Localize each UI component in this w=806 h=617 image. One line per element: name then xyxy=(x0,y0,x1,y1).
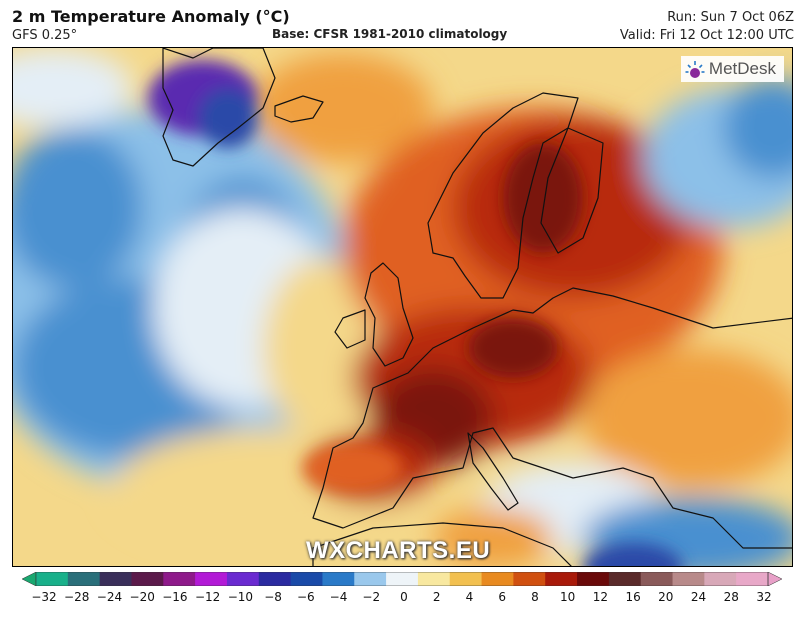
colorbar-tick-label: 8 xyxy=(531,590,539,604)
anomaly-blob xyxy=(433,508,553,566)
colorbar-segment xyxy=(704,572,737,586)
colorbar-segment xyxy=(195,572,228,586)
colorbar-tick-label: −8 xyxy=(264,590,282,604)
colorbar-outline xyxy=(35,572,769,586)
run-time: Run: Sun 7 Oct 06Z xyxy=(667,10,794,25)
colorbar-tick-label: 10 xyxy=(559,590,576,604)
colorbar-tick-label: −12 xyxy=(194,590,221,604)
colorbar-segment xyxy=(736,572,769,586)
colorbar-tick-label: 6 xyxy=(498,590,506,604)
colorbar-min-arrow xyxy=(22,572,37,586)
coastline xyxy=(274,95,324,123)
wxcharts-watermark: WXCHARTS.EU xyxy=(306,537,491,564)
colorbar-segment xyxy=(258,572,292,586)
colorbar-tick-label: 0 xyxy=(400,590,408,604)
colorbar-tick-label: 32 xyxy=(756,590,772,604)
anomaly-blob xyxy=(303,443,403,493)
coastline xyxy=(162,48,276,167)
colorbar-segment xyxy=(640,572,674,586)
metdesk-logo: MetDesk xyxy=(680,56,784,82)
colorbar-tick-label: −20 xyxy=(129,590,155,604)
model-label: GFS 0.25° xyxy=(12,28,78,43)
colorbar-tick-label: −4 xyxy=(329,590,348,604)
colorbar-segment xyxy=(354,572,387,586)
colorbar-segment xyxy=(131,572,164,586)
anomaly-blob xyxy=(198,88,258,148)
anomaly-blob xyxy=(13,128,143,288)
coastline xyxy=(334,309,366,349)
valid-time: Valid: Fri 12 Oct 12:00 UTC xyxy=(619,28,794,43)
anomaly-blob xyxy=(583,348,792,488)
colorbar-segment xyxy=(481,572,514,586)
coastline xyxy=(540,127,604,254)
coastline xyxy=(467,432,519,511)
colorbar-segment xyxy=(67,572,101,586)
anomaly-blob xyxy=(723,78,792,178)
colorbar-tick-label: −16 xyxy=(162,590,188,604)
colorbar-tick-label: 16 xyxy=(625,590,641,604)
colorbar-tick-label: 2 xyxy=(432,590,441,604)
colorbar-tick-label: −28 xyxy=(64,590,90,604)
colorbar-tick-label: 24 xyxy=(690,590,707,604)
colorbar-segment xyxy=(163,572,196,586)
anomaly-blob xyxy=(583,543,683,566)
map-canvas xyxy=(13,48,792,566)
anomaly-blob xyxy=(263,258,383,438)
colorbar-tick-label: −2 xyxy=(362,590,381,604)
colorbar-segment xyxy=(417,572,451,586)
coastline xyxy=(364,262,414,367)
colorbar-segment xyxy=(290,572,323,586)
anomaly-blob xyxy=(468,318,558,378)
colorbar-max-arrow xyxy=(767,572,782,586)
colorbar-tick-label: −32 xyxy=(31,590,57,604)
colorbar-segment xyxy=(386,572,419,586)
climatology-base: Base: CFSR 1981-2010 climatology xyxy=(272,27,508,41)
metdesk-logo-text: MetDesk xyxy=(708,59,776,78)
colorbar-tick-label: −10 xyxy=(227,590,254,604)
anomaly-blob xyxy=(503,143,583,253)
colorbar-segment xyxy=(99,572,132,586)
colorbar-tick-label: 4 xyxy=(465,590,474,604)
metdesk-sun-icon xyxy=(685,61,705,78)
colorbar-segment xyxy=(513,572,546,586)
colorbar-segment xyxy=(545,572,578,586)
colorbar-tick-label: −6 xyxy=(296,590,315,604)
colorbar-tick-label: 28 xyxy=(723,590,739,604)
colorbar-tick-label: −24 xyxy=(96,590,123,604)
chart-title: 2 m Temperature Anomaly (°C) xyxy=(12,7,290,26)
color-scale-labels: −32 −28 −24 −20 −16 −12 −10 −8 −6 −4 −2 0 2 4 6 8 10 12 16… xyxy=(0,590,806,606)
colorbar-segment xyxy=(608,572,642,586)
anomaly-blob xyxy=(253,53,433,163)
anomaly-map[interactable]: MetDesk WXCHARTS.EU xyxy=(12,47,793,567)
coastlines xyxy=(162,48,792,566)
colorbar-segment xyxy=(449,572,483,586)
colorbar-segment xyxy=(672,572,705,586)
coastline xyxy=(427,92,579,299)
colorbar-tick-label: 12 xyxy=(592,590,608,604)
colorbar-segment xyxy=(226,572,260,586)
coastline xyxy=(312,522,572,566)
colorbar-segment xyxy=(577,572,610,586)
color-scale-bar xyxy=(22,572,782,586)
coastline xyxy=(312,287,792,549)
colorbar-tick-label: 20 xyxy=(658,590,674,604)
anomaly-blob xyxy=(13,48,133,128)
colorbar-segment xyxy=(36,572,69,586)
anomaly-field xyxy=(13,48,792,566)
colorbar-segment xyxy=(322,572,355,586)
